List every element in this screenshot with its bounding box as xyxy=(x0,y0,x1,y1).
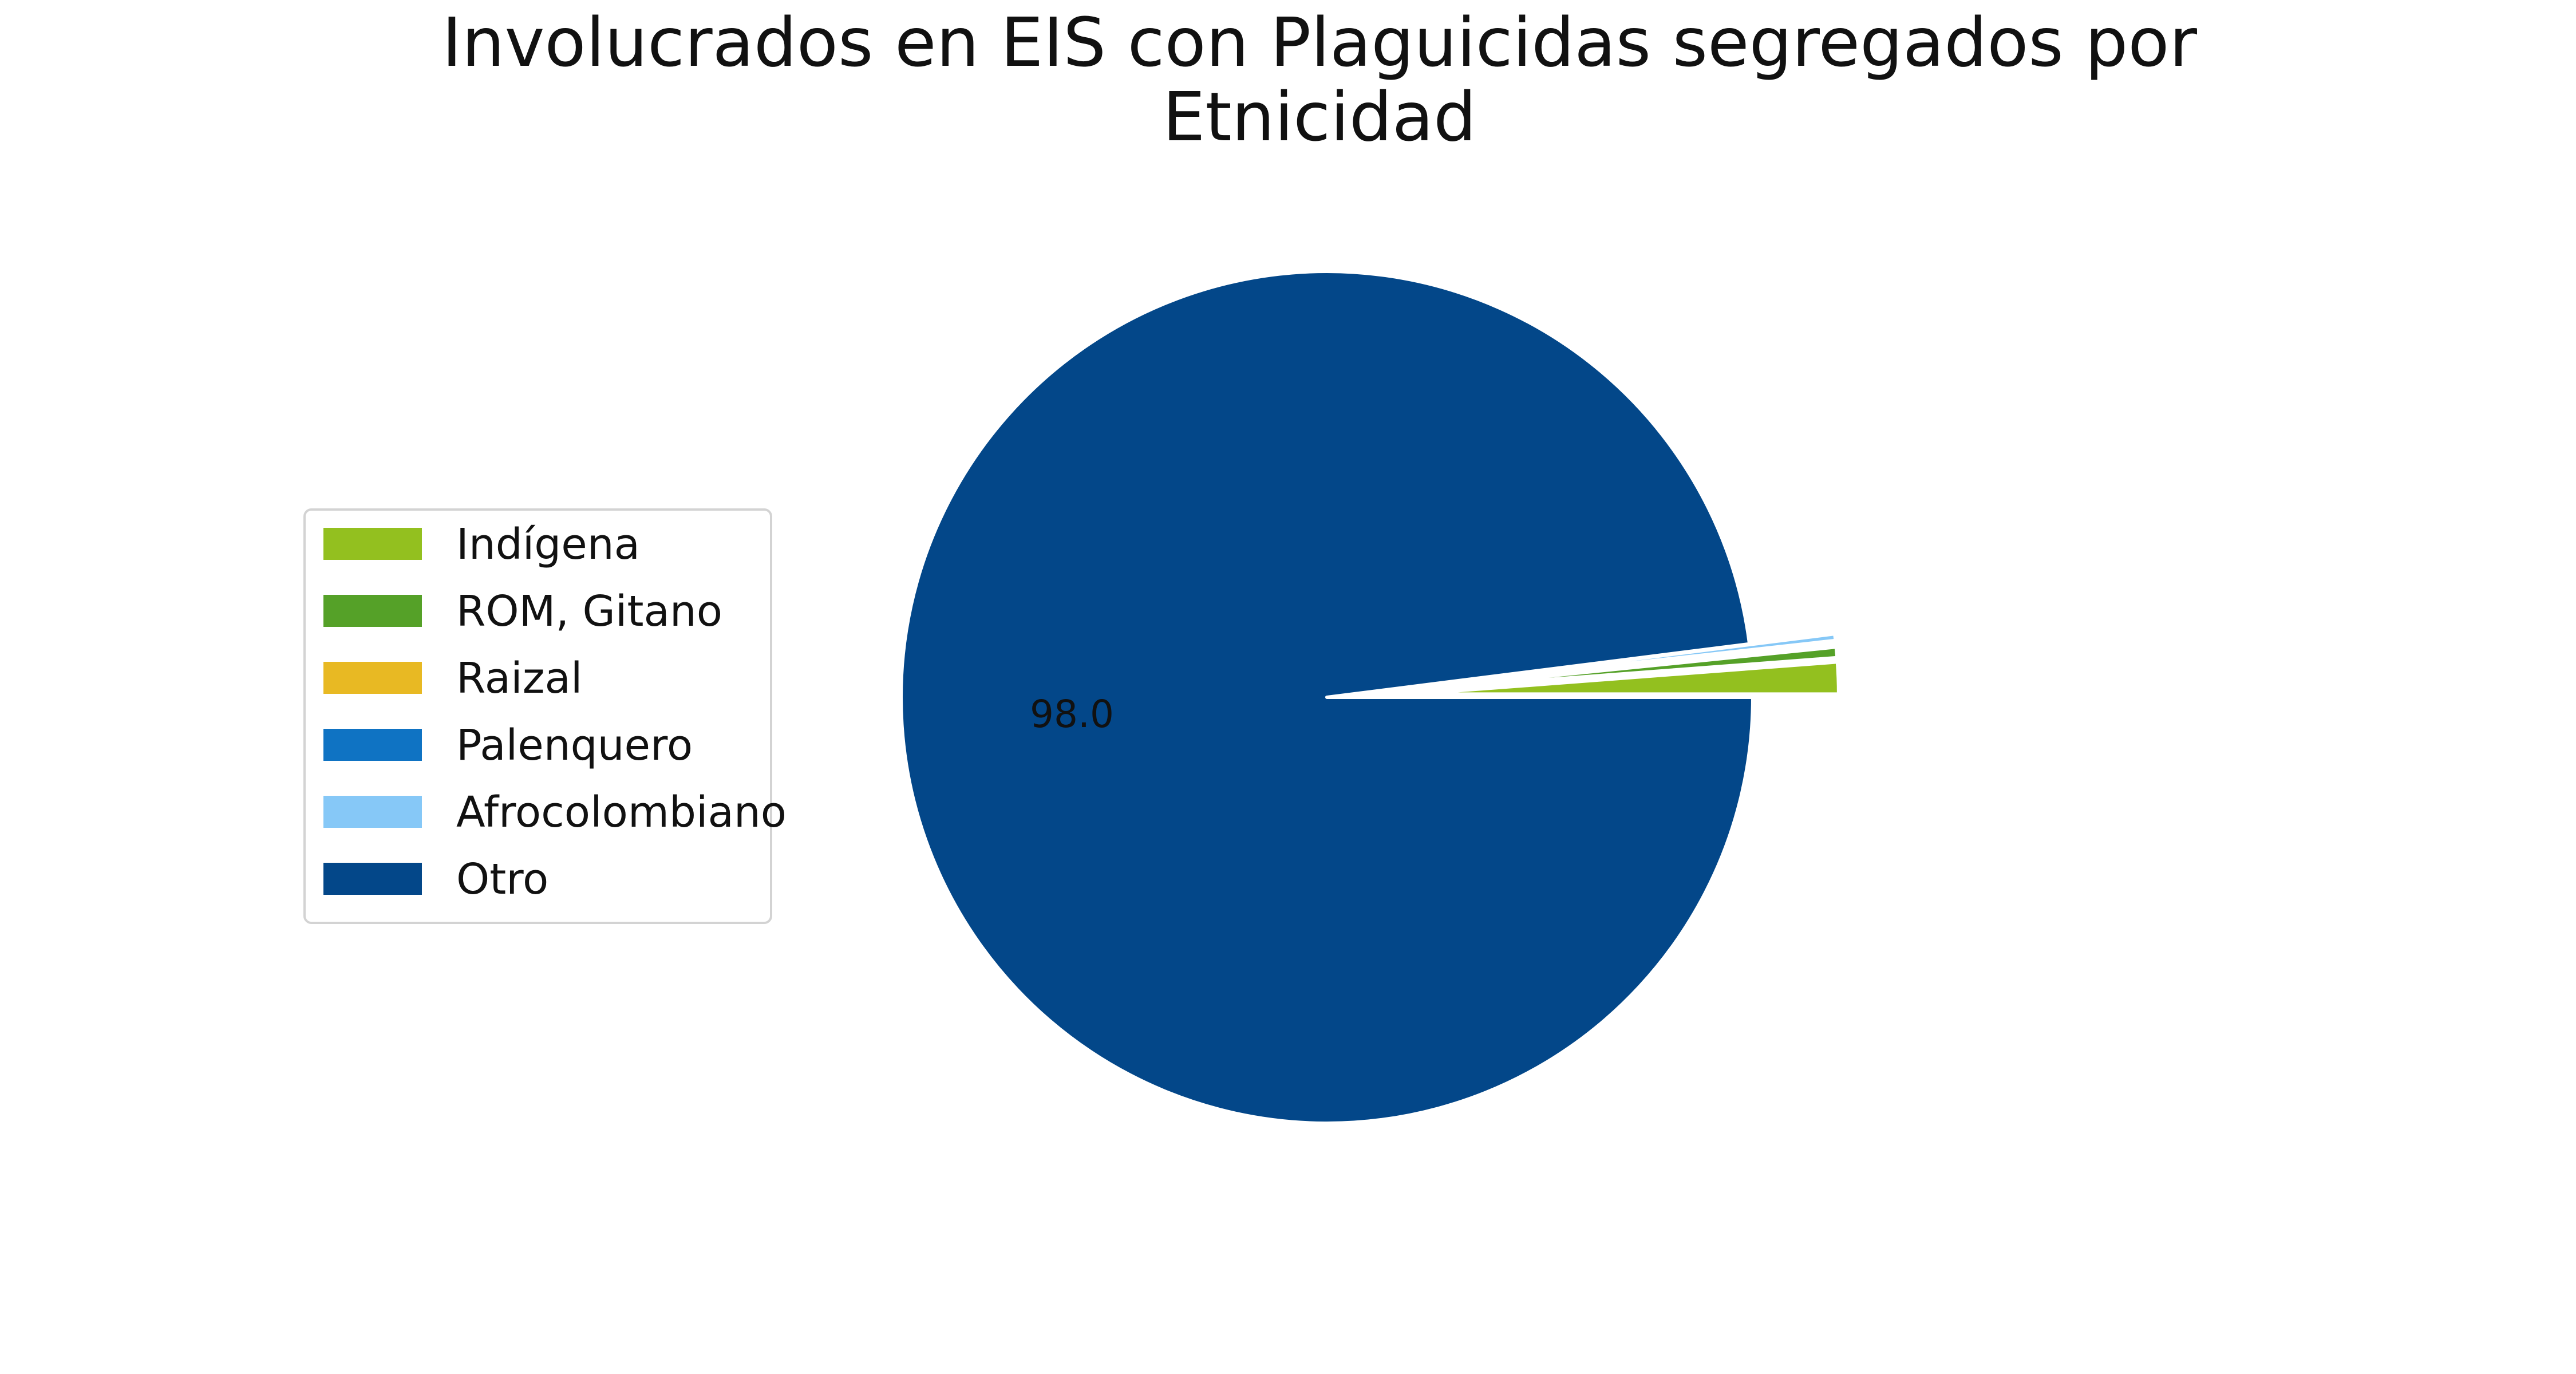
legend-label-otro: Otro xyxy=(456,855,548,904)
legend-swatch-afrocolombiano xyxy=(323,796,422,828)
legend-label-indigena: Indígena xyxy=(456,520,640,569)
legend-label-raizal: Raizal xyxy=(456,654,582,703)
legend-swatch-otro xyxy=(323,863,422,895)
legend-label-rom-gitano: ROM, Gitano xyxy=(456,587,722,636)
legend: Indígena ROM, Gitano Raizal Palenquero Afroc… xyxy=(305,510,787,923)
pie-slice-otro xyxy=(901,271,1753,1123)
pie-data-labels: 98.0 xyxy=(1030,692,1114,736)
legend-swatch-indigena xyxy=(323,528,422,560)
chart-title-line-1: Involucrados en EIS con Plaguicidas segr… xyxy=(442,3,2197,82)
chart-title-line-2: Etnicidad xyxy=(1163,77,1476,156)
pie-data-label-otro: 98.0 xyxy=(1030,692,1114,736)
legend-label-afrocolombiano: Afrocolombiano xyxy=(456,788,787,837)
legend-swatch-palenquero xyxy=(323,729,422,761)
legend-swatch-rom-gitano xyxy=(323,595,422,627)
legend-label-palenquero: Palenquero xyxy=(456,721,693,770)
legend-swatch-raizal xyxy=(323,662,422,694)
